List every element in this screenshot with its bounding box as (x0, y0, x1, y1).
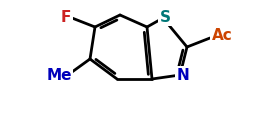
Text: F: F (61, 10, 71, 26)
Text: S: S (160, 10, 170, 24)
Text: Ac: Ac (212, 28, 232, 42)
Text: N: N (177, 67, 189, 83)
Text: Me: Me (46, 69, 72, 83)
